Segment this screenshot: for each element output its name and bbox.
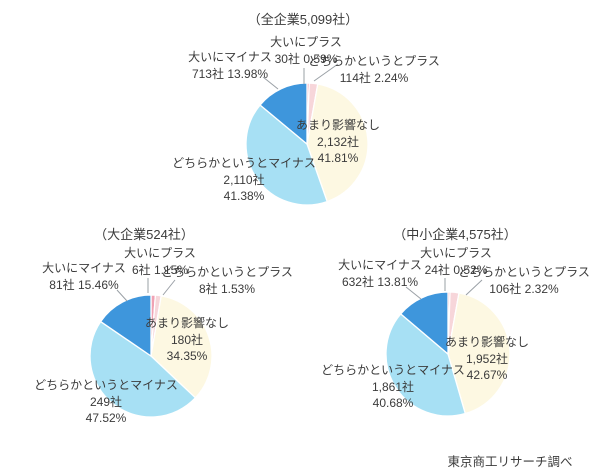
slice-percent: 41.38% xyxy=(223,189,265,203)
slice-percent: 34.35% xyxy=(166,349,208,363)
pie-slice xyxy=(385,313,466,417)
slice-percent: 41.81% xyxy=(317,151,359,165)
slice-count: 180社 xyxy=(170,332,204,347)
slice-count: 2,132社 xyxy=(316,134,360,149)
slice-count: 8社 xyxy=(198,281,218,296)
slice-percent: 13.98% xyxy=(227,66,269,81)
leader-line-sme-rather-plus xyxy=(465,279,483,296)
leader-line-all-strong-minus xyxy=(262,76,279,90)
slice-name: どちらかというとマイナス xyxy=(172,156,316,170)
label-sme-strong-plus: 大いにプラス 24社 0.52% xyxy=(420,245,492,278)
label-all-rather-plus: どちらかというとプラス 114社 2.24% xyxy=(308,53,440,86)
slice-count: 2,110社 xyxy=(223,172,265,187)
label-large-strong-plus: 大いにプラス 6社 1.15% xyxy=(124,245,196,278)
pie-slice xyxy=(245,104,328,206)
slice-value: 6社 1.15% xyxy=(124,262,196,279)
slice-count: 81社 xyxy=(49,277,75,292)
pie-all-companies xyxy=(245,82,369,206)
slice-percent: 13.81% xyxy=(377,274,419,289)
pie-sme-companies xyxy=(385,291,511,417)
slice-count: 713社 xyxy=(191,66,224,81)
slice-count: 106社 xyxy=(489,281,522,296)
slice-count: 1,861社 xyxy=(371,379,415,394)
slice-percent: 40.68% xyxy=(372,396,414,410)
slice-percent: 15.46% xyxy=(77,277,119,292)
pie-slice xyxy=(89,320,197,418)
label-large-strong-minus: 大いにマイナス 81社 15.46% xyxy=(42,260,126,293)
pie-slice xyxy=(99,294,152,357)
chart-title-all-companies: （全企業5,099社） xyxy=(247,12,359,27)
slice-percent: 0.52% xyxy=(453,262,488,277)
slice-value: 713社 13.98% xyxy=(188,66,272,83)
label-all-no-effect: あまり影響なし 2,132社 41.81% xyxy=(296,117,380,167)
leader-line-large-strong-minus xyxy=(116,289,128,302)
chart-title-sme-companies: （中小企業4,575社） xyxy=(393,227,517,242)
label-sme-rather-plus: どちらかというとプラス 106社 2.32% xyxy=(458,264,590,297)
slice-count: 1,952社 xyxy=(465,351,509,366)
slice-name: どちらかというとプラス xyxy=(308,54,440,68)
slice-percent: 0.59% xyxy=(303,51,338,66)
label-all-strong-plus: 大いにプラス 30社 0.59% xyxy=(270,34,342,67)
slice-name: 大いにプラス xyxy=(270,35,342,49)
slice-value: 114社 2.24% xyxy=(308,70,440,87)
pie-slice xyxy=(259,82,308,145)
slice-name: どちらかというとマイナス xyxy=(321,363,465,377)
leader-line-large-rather-plus xyxy=(162,279,176,296)
slice-name: 大いにプラス xyxy=(124,246,196,260)
slice-name: あまり影響なし xyxy=(295,118,381,132)
slice-name: どちらかというとプラス xyxy=(458,265,590,279)
label-large-rather-minus: どちらかというとマイナス 249社 47.52% xyxy=(34,377,178,427)
pie-slice xyxy=(306,83,369,203)
slice-percent: 2.32% xyxy=(524,281,559,296)
slice-percent: 47.52% xyxy=(85,411,127,425)
slice-name: あまり影響なし xyxy=(444,335,530,349)
slice-percent: 1.53% xyxy=(220,281,256,296)
pie-slice xyxy=(400,291,449,355)
slice-name: 大いにマイナス xyxy=(188,50,272,64)
slice-count: 24社 xyxy=(424,262,450,277)
slice-percent: 42.67% xyxy=(466,368,508,382)
slice-value: 106社 2.32% xyxy=(458,281,590,298)
slice-value: 24社 0.52% xyxy=(420,262,492,279)
label-all-strong-minus: 大いにマイナス 713社 13.98% xyxy=(188,49,272,82)
label-large-rather-plus: どちらかというとプラス 8社 1.53% xyxy=(161,264,293,297)
slice-name: どちらかというとプラス xyxy=(161,265,293,279)
label-large-no-effect: あまり影響なし 180社 34.35% xyxy=(145,315,229,365)
leader-line-all-rather-plus xyxy=(313,63,339,82)
slice-value: 30社 0.59% xyxy=(270,51,342,68)
slice-count: 114社 xyxy=(339,70,371,85)
label-all-rather-minus: どちらかというとマイナス 2,110社 41.38% xyxy=(172,155,316,205)
slice-name: 大いにマイナス xyxy=(338,258,422,272)
slice-count: 6社 xyxy=(131,262,151,277)
label-sme-strong-minus: 大いにマイナス 632社 13.81% xyxy=(338,257,422,290)
slice-value: 8社 1.53% xyxy=(161,281,293,298)
slice-value: 632社 13.81% xyxy=(338,274,422,291)
label-sme-rather-minus: どちらかというとマイナス 1,861社 40.68% xyxy=(321,362,465,412)
slice-count: 30社 xyxy=(274,51,300,66)
slice-count: 249社 xyxy=(89,394,123,409)
slice-count: 632社 xyxy=(341,274,374,289)
pie-slice xyxy=(150,295,213,399)
slice-name: 大いにプラス xyxy=(420,246,492,260)
slice-name: どちらかというとマイナス xyxy=(34,378,178,392)
label-sme-no-effect: あまり影響なし 1,952社 42.67% xyxy=(445,334,529,384)
slice-percent: 2.24% xyxy=(374,70,409,85)
leader-line-sme-strong-minus xyxy=(405,286,422,300)
slice-name: あまり影響なし xyxy=(144,316,230,330)
source-credit: 東京商工リサーチ調べ xyxy=(447,455,573,469)
slice-value: 81社 15.46% xyxy=(42,277,126,294)
leader-lines xyxy=(116,63,483,302)
pie-large-companies xyxy=(89,294,213,418)
chart-title-large-companies: （大企業524社） xyxy=(94,227,194,242)
pie-slice xyxy=(447,292,511,415)
slice-name: 大いにマイナス xyxy=(42,261,126,275)
slice-percent: 1.15% xyxy=(153,262,189,277)
